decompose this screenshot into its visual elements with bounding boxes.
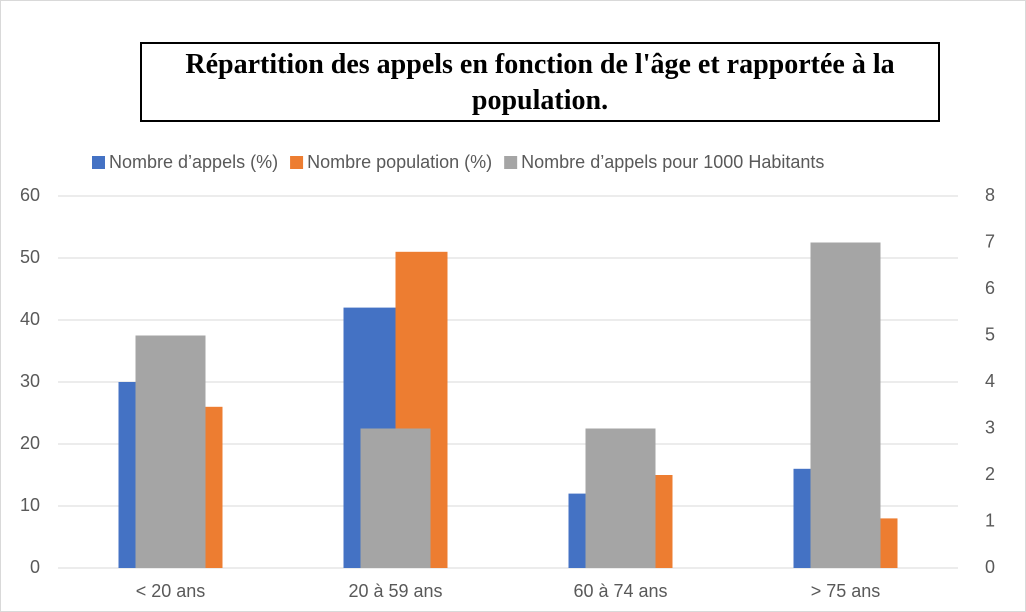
- x-tick-label: < 20 ans: [136, 581, 206, 601]
- y-tick-label: 30: [20, 371, 40, 391]
- legend-label: Nombre d’appels (%): [109, 152, 278, 172]
- y-tick-label: 60: [20, 185, 40, 205]
- chart-title: Répartition des appels en fonction de l'…: [140, 42, 940, 122]
- y2-tick-label: 7: [985, 231, 995, 251]
- bar: [585, 428, 656, 568]
- y2-tick-label: 8: [985, 185, 995, 205]
- y2-tick-label: 1: [985, 510, 995, 530]
- legend-swatch: [92, 156, 105, 169]
- y2-tick-label: 3: [985, 417, 995, 437]
- y2-tick-label: 4: [985, 371, 995, 391]
- legend-swatch: [290, 156, 304, 169]
- bar: [135, 335, 206, 568]
- y2-tick-label: 0: [985, 557, 995, 577]
- legend-swatch: [504, 156, 518, 169]
- legend-label: Nombre d’appels pour 1000 Habitants: [521, 152, 824, 172]
- y-tick-label: 50: [20, 247, 40, 267]
- x-tick-label: 60 à 74 ans: [573, 581, 667, 601]
- x-tick-label: > 75 ans: [811, 581, 881, 601]
- y2-tick-label: 6: [985, 278, 995, 298]
- y-tick-label: 0: [30, 557, 40, 577]
- x-tick-label: 20 à 59 ans: [348, 581, 442, 601]
- bar: [360, 428, 431, 568]
- y2-tick-label: 2: [985, 464, 995, 484]
- y-tick-label: 40: [20, 309, 40, 329]
- y-tick-label: 20: [20, 433, 40, 453]
- bar: [810, 242, 881, 568]
- y2-tick-label: 5: [985, 324, 995, 344]
- y-tick-label: 10: [20, 495, 40, 515]
- legend-label: Nombre population (%): [307, 152, 492, 172]
